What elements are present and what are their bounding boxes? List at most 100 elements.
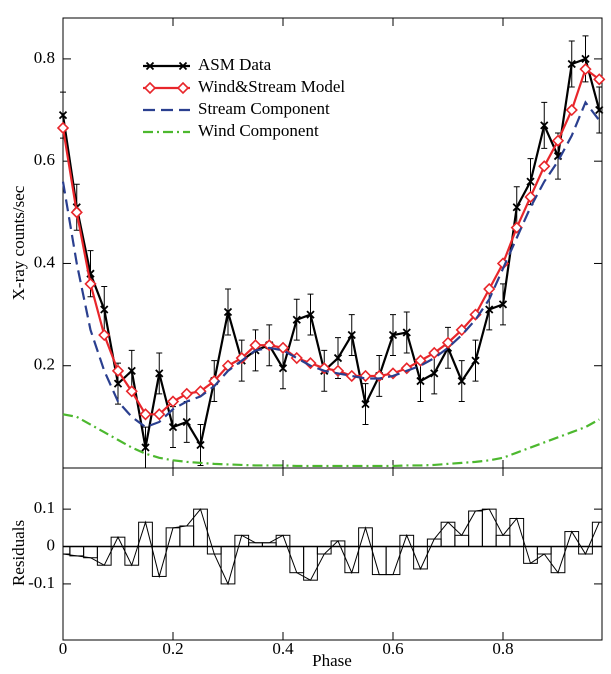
marker <box>455 323 468 337</box>
marker <box>388 330 398 340</box>
marker <box>538 160 551 173</box>
residual-bar <box>454 534 470 548</box>
marker <box>292 315 301 324</box>
y-tick-label: 0.1 <box>34 498 55 517</box>
marker <box>127 366 136 375</box>
marker <box>276 341 290 354</box>
marker <box>430 369 439 378</box>
y-axis-label: Residuals <box>9 520 28 586</box>
marker <box>485 305 494 314</box>
x-tick-label: 0.2 <box>162 639 183 658</box>
y-tick-label: 0 <box>47 535 56 554</box>
x-tick-label: 0.4 <box>272 639 294 658</box>
residual-bar <box>440 521 456 548</box>
marker <box>125 385 138 398</box>
marker <box>457 376 466 386</box>
residual-bar <box>495 534 511 548</box>
marker <box>416 376 425 386</box>
marker <box>579 63 592 76</box>
marker <box>100 305 109 314</box>
marker <box>524 190 537 204</box>
y-tick-label: 0.4 <box>34 252 56 271</box>
marker <box>512 203 521 212</box>
legend-label: ASM Data <box>198 55 272 74</box>
marker <box>306 310 315 319</box>
marker <box>581 54 590 64</box>
residual-bar <box>344 546 360 574</box>
x-tick-label: 0 <box>59 639 68 658</box>
marker <box>386 367 400 380</box>
residual-bar <box>303 546 318 581</box>
marker <box>58 111 68 120</box>
marker <box>567 59 576 69</box>
series-line <box>61 100 601 429</box>
residual-line <box>62 508 600 586</box>
residual-bar <box>468 510 483 548</box>
marker <box>98 328 111 342</box>
residual-bar <box>110 536 126 548</box>
marker <box>278 364 288 373</box>
marker <box>263 339 276 352</box>
marker <box>223 307 233 317</box>
residual-bar <box>275 534 291 548</box>
series-line <box>61 57 601 448</box>
residual-bar <box>179 525 195 548</box>
marker <box>153 408 166 421</box>
y-tick-label: 0.6 <box>34 150 55 169</box>
x-tick-label: 0.6 <box>382 639 403 658</box>
marker <box>498 300 508 309</box>
marker <box>196 440 205 450</box>
y-axis-label: X-ray counts/sec <box>9 185 28 300</box>
marker <box>56 121 70 135</box>
marker <box>526 177 535 186</box>
legend-label: Wind Component <box>198 121 319 140</box>
x-tick-label: 0.8 <box>492 639 513 658</box>
legend-label: Wind&Stream Model <box>198 77 345 96</box>
legend-label: Stream Component <box>198 99 330 118</box>
residual-bar <box>83 546 98 559</box>
marker <box>345 369 358 383</box>
marker <box>414 354 427 367</box>
marker <box>595 105 604 115</box>
residual-bar <box>399 534 415 548</box>
marker <box>141 443 150 452</box>
residual-bar <box>316 546 332 555</box>
marker <box>441 336 455 349</box>
residual-bar <box>536 546 552 555</box>
y-tick-label: 0.2 <box>34 355 55 374</box>
marker <box>166 395 180 408</box>
y-tick-label: 0.8 <box>34 48 55 67</box>
marker <box>565 103 578 117</box>
marker <box>84 277 97 291</box>
marker <box>333 353 343 363</box>
residual-bar <box>481 508 497 548</box>
marker <box>361 399 370 409</box>
legend-marker <box>143 81 190 95</box>
marker <box>428 346 441 360</box>
marker <box>139 408 152 421</box>
marker <box>111 364 125 377</box>
series-line <box>61 67 600 416</box>
marker <box>593 73 606 86</box>
x-axis-label: Phase <box>312 651 352 670</box>
marker <box>540 121 549 130</box>
marker <box>551 134 565 147</box>
marker <box>155 369 164 378</box>
residual-bar <box>151 546 167 577</box>
marker <box>168 422 178 432</box>
marker <box>471 356 480 365</box>
marker <box>182 417 191 427</box>
marker <box>70 206 83 219</box>
residual-bar <box>62 546 71 555</box>
marker <box>331 364 345 377</box>
residual-bar <box>371 546 387 576</box>
marker <box>359 369 372 383</box>
marker <box>235 351 248 365</box>
marker <box>347 330 356 340</box>
marker <box>373 369 386 383</box>
marker <box>304 357 317 370</box>
y-tick-label: -0.1 <box>28 573 55 592</box>
marker <box>113 379 123 388</box>
marker <box>402 328 411 337</box>
